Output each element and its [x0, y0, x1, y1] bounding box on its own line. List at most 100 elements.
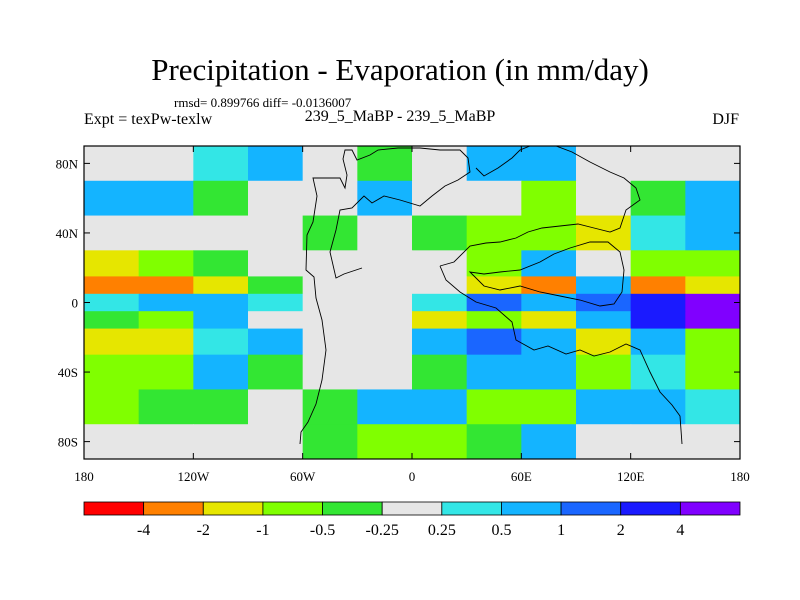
field-cell — [302, 424, 358, 460]
field-cell — [412, 215, 468, 251]
field-cell — [521, 293, 577, 312]
field-cell — [576, 389, 632, 425]
colorbar-label: -4 — [137, 522, 150, 539]
run-comparison-label: 239_5_MaBP - 239_5_MaBP — [304, 108, 496, 125]
field-cell — [84, 354, 140, 390]
field-cell — [630, 354, 686, 390]
field-cell — [248, 311, 304, 330]
field-cell — [248, 424, 304, 460]
field-cell — [84, 293, 140, 312]
field-cell — [193, 276, 249, 295]
continent-outlines — [299, 145, 683, 445]
colorbar-swatch — [679, 501, 741, 516]
field-cell — [193, 293, 249, 312]
field-cell — [521, 276, 577, 295]
field-cell — [302, 215, 358, 251]
field-cell — [412, 389, 468, 425]
field-cell — [576, 328, 632, 356]
colorbar-label: 2 — [617, 522, 625, 539]
y-tick-label: 80S — [58, 435, 78, 450]
field-cell — [576, 215, 632, 251]
field-cell — [357, 146, 413, 182]
field-cell — [630, 328, 686, 356]
field-cell — [248, 293, 304, 312]
field-cell — [138, 180, 194, 217]
field-cell — [630, 146, 686, 182]
x-tick-label: 120W — [177, 469, 210, 484]
field-cell — [685, 354, 741, 390]
field-cell — [357, 354, 413, 390]
x-tick-label: 180 — [730, 469, 750, 484]
field-cell — [302, 146, 358, 182]
field-cell — [357, 328, 413, 356]
field-cell — [138, 354, 194, 390]
field-cell — [138, 293, 194, 312]
field-cell — [357, 180, 413, 217]
chart-title: Precipitation - Evaporation (in mm/day) — [151, 52, 649, 87]
field-cell — [521, 311, 577, 330]
field-cell — [138, 250, 194, 277]
field-cell — [521, 180, 577, 217]
y-tick-label: 40N — [56, 226, 79, 241]
experiment-label: Expt = texPw-texlw — [84, 111, 213, 128]
field-cell — [84, 250, 140, 277]
field-cell — [357, 389, 413, 425]
field-cell — [357, 215, 413, 251]
colorbar-label: 0.25 — [428, 522, 456, 539]
field-cell — [412, 424, 468, 460]
field-cell — [466, 389, 522, 425]
field-cell — [302, 389, 358, 425]
field-cell — [84, 424, 140, 460]
field-cell — [521, 328, 577, 356]
colorbar-label: -0.25 — [366, 522, 399, 539]
colorbar-swatch — [202, 501, 264, 516]
field-cell — [576, 424, 632, 460]
field-cell — [685, 311, 741, 330]
africa-outline — [439, 265, 683, 445]
field-cell — [466, 215, 522, 251]
field-cell — [685, 293, 741, 312]
field-cell — [685, 146, 741, 182]
field-cell — [248, 328, 304, 356]
field-cell — [193, 328, 249, 356]
field-cell — [685, 215, 741, 251]
field-cell — [630, 215, 686, 251]
americas-outline — [299, 147, 471, 445]
field-cell — [193, 424, 249, 460]
field-cell — [357, 276, 413, 295]
field-cell — [84, 180, 140, 217]
colorbar-swatch — [83, 501, 145, 516]
field-cell — [685, 389, 741, 425]
field-cell — [630, 424, 686, 460]
field-cell — [248, 354, 304, 390]
colorbar-swatch — [501, 501, 562, 516]
field-cell — [412, 146, 468, 182]
field-cell — [685, 424, 741, 460]
field-cell — [138, 424, 194, 460]
field-cell — [466, 146, 522, 182]
field-cell — [576, 276, 632, 295]
colorbar-swatch — [441, 501, 502, 516]
eurasia-outline — [439, 145, 641, 267]
field-cell — [576, 180, 632, 217]
asia-coast-outline — [468, 241, 625, 307]
x-tick-label: 120E — [617, 469, 645, 484]
field-cell — [630, 250, 686, 277]
field-cell — [138, 389, 194, 425]
field-cell — [630, 180, 686, 217]
field-cell — [466, 293, 522, 312]
field-cell — [357, 250, 413, 277]
field-cell — [521, 250, 577, 277]
colorbar-swatch — [322, 501, 383, 516]
field-cell — [84, 276, 140, 295]
x-tick-label: 60E — [511, 469, 532, 484]
field-cell — [412, 328, 468, 356]
colorbar: -4 -2 -1 -0.5 -0.25 0.25 0.5 1 2 4 — [83, 501, 741, 539]
field-cell — [248, 215, 304, 251]
field-cell — [630, 389, 686, 425]
field-cell — [576, 311, 632, 330]
field-cell — [84, 389, 140, 425]
colorbar-swatch — [381, 501, 443, 516]
field-cell — [302, 276, 358, 295]
colorbar-label: 4 — [676, 522, 684, 539]
